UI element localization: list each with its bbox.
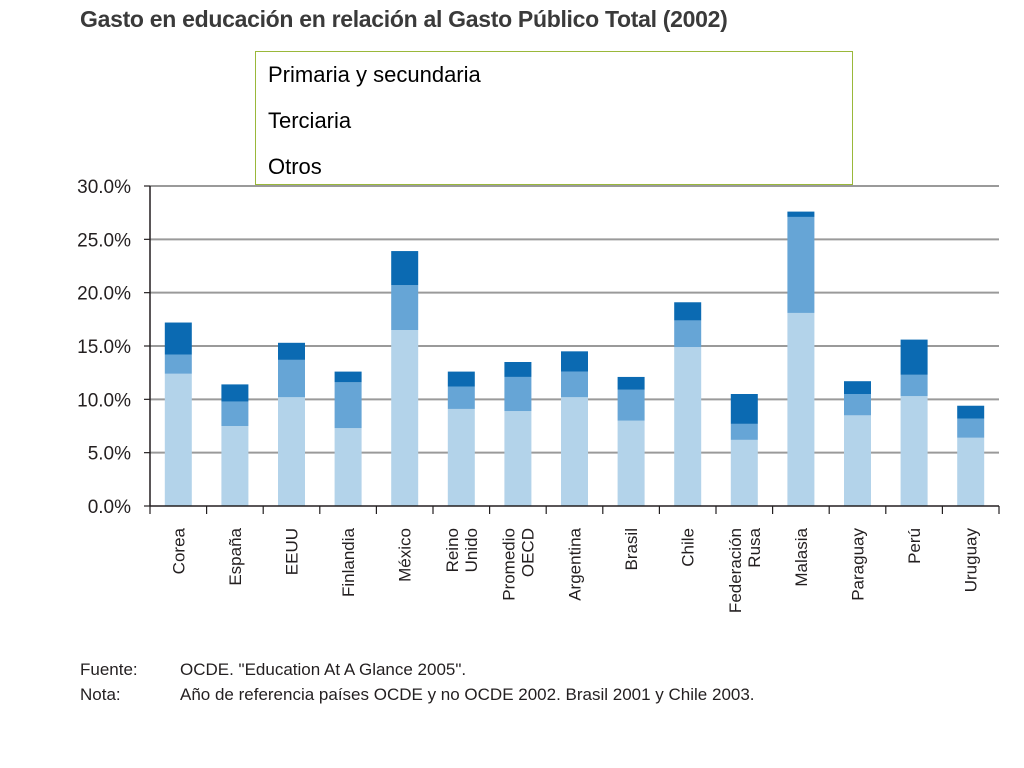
category-label: Promedio xyxy=(499,528,518,601)
bar-otros xyxy=(447,371,475,387)
y-tick-label: 5.0% xyxy=(88,444,131,465)
bar-primaria xyxy=(391,330,419,506)
category-label: Unido xyxy=(462,528,481,572)
bar-primaria xyxy=(561,397,588,506)
bar-otros xyxy=(957,405,985,419)
category-label: España xyxy=(226,527,245,585)
category-label: Chile xyxy=(679,528,698,567)
category-label: Argentina xyxy=(566,527,585,600)
bar-terciaria xyxy=(561,371,588,398)
y-tick-label: 25.0% xyxy=(77,230,131,251)
bar-primaria xyxy=(164,373,192,506)
bar-primaria xyxy=(221,426,249,506)
bar-primaria xyxy=(504,411,532,506)
bar-primaria xyxy=(957,437,985,506)
bar-primaria xyxy=(617,420,645,506)
bar-otros xyxy=(617,376,645,390)
bar-primaria xyxy=(674,347,702,506)
footer-source-label: Fuente: xyxy=(80,660,138,679)
legend-item-terciaria: Terciaria xyxy=(268,108,352,133)
bar-terciaria xyxy=(957,418,985,438)
bar-otros xyxy=(844,381,871,394)
legend-item-primaria: Primaria y secundaria xyxy=(268,62,481,87)
bar-otros xyxy=(504,362,532,377)
bar-otros xyxy=(164,322,192,355)
category-label: Finlandia xyxy=(339,527,358,597)
bar-primaria xyxy=(844,415,871,506)
bar-otros xyxy=(674,302,702,321)
y-tick-label: 20.0% xyxy=(77,284,131,305)
bar-otros xyxy=(900,339,928,375)
bar-terciaria xyxy=(900,374,928,397)
bar-terciaria xyxy=(844,394,871,416)
bar-otros xyxy=(334,371,362,383)
category-label: Reino xyxy=(443,528,462,572)
category-label: EEUU xyxy=(283,528,302,575)
category-label: Malasia xyxy=(792,527,811,586)
bar-primaria xyxy=(334,428,362,506)
y-tick-label: 30.0% xyxy=(77,177,131,198)
bar-otros xyxy=(561,351,588,372)
category-label: Brasil xyxy=(622,528,641,571)
category-label: Federación xyxy=(726,528,745,613)
chart-title: Gasto en educación en relación al Gasto … xyxy=(80,6,728,32)
y-tick-label: 0.0% xyxy=(88,497,131,518)
category-label: Paraguay xyxy=(849,528,868,601)
bar-terciaria xyxy=(334,382,362,429)
bar-terciaria xyxy=(447,386,475,409)
bar-terciaria xyxy=(391,285,419,330)
category-label: Corea xyxy=(169,527,188,574)
bar-otros xyxy=(787,211,815,217)
legend-box: Primaria y secundaria Terciaria Otros xyxy=(255,51,853,185)
bar-terciaria xyxy=(164,354,192,374)
bar-otros xyxy=(278,342,305,360)
category-label: Uruguay xyxy=(962,528,981,593)
category-label: Rusa xyxy=(745,527,764,567)
bar-terciaria xyxy=(617,389,645,421)
bar-primaria xyxy=(278,397,305,506)
bar-otros xyxy=(221,384,249,402)
category-label: México xyxy=(396,528,415,582)
category-label: Perú xyxy=(905,528,924,564)
category-label: OECD xyxy=(518,528,537,577)
footer-source-text: OCDE. "Education At A Glance 2005". xyxy=(180,660,467,679)
bar-terciaria xyxy=(674,320,702,348)
bar-primaria xyxy=(900,396,928,506)
bar-terciaria xyxy=(787,216,815,313)
footer-note-text: Año de referencia países OCDE y no OCDE … xyxy=(180,685,755,704)
legend-item-otros: Otros xyxy=(268,154,322,179)
footer-note-label: Nota: xyxy=(80,685,121,704)
y-tick-label: 10.0% xyxy=(77,390,131,411)
bar-terciaria xyxy=(504,376,532,412)
bar-primaria xyxy=(730,439,758,506)
bar-terciaria xyxy=(278,359,305,398)
bar-otros xyxy=(391,251,419,286)
bar-terciaria xyxy=(730,423,758,440)
bar-primaria xyxy=(447,408,475,506)
y-tick-label: 15.0% xyxy=(77,337,131,358)
bar-primaria xyxy=(787,312,815,506)
bar-terciaria xyxy=(221,401,249,426)
bar-otros xyxy=(730,394,758,424)
